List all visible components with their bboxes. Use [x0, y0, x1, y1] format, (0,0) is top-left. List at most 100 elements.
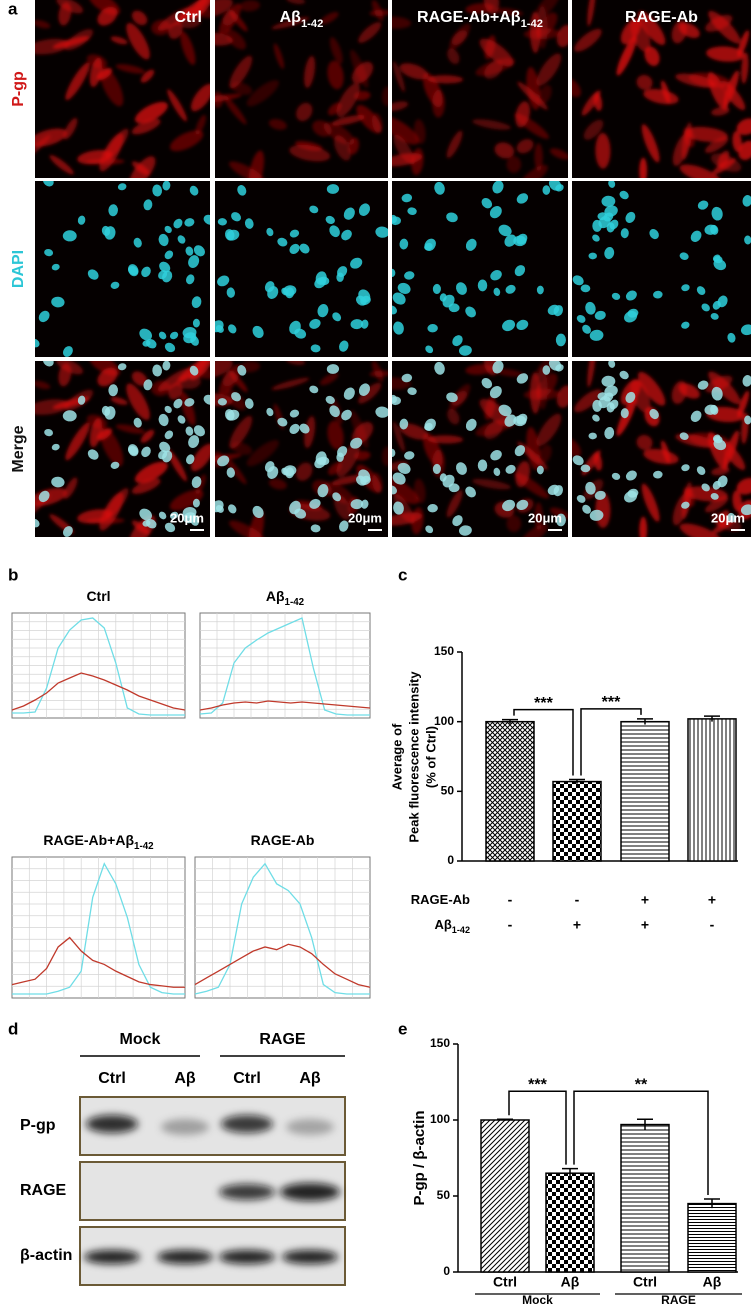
nucleus	[142, 339, 151, 347]
nucleus	[742, 195, 751, 207]
cell	[134, 461, 168, 484]
cell	[248, 509, 265, 537]
nucleus	[332, 312, 342, 322]
nucleus	[555, 333, 566, 347]
cell	[465, 364, 495, 375]
nucleus	[266, 227, 274, 237]
nucleus	[649, 409, 659, 420]
nucleus	[289, 423, 300, 435]
column-label-sub: 1-42	[301, 18, 323, 30]
blot-lane: Ctrl	[98, 1070, 126, 1087]
x-tick-label: Ctrl	[633, 1274, 657, 1290]
nucleus	[589, 509, 604, 521]
nucleus	[712, 434, 721, 442]
scale-bar-label: 20μm	[170, 510, 204, 525]
cell	[327, 420, 344, 450]
nucleus	[477, 279, 488, 292]
cell	[732, 131, 742, 153]
cell	[295, 462, 313, 481]
image-bg	[392, 181, 568, 357]
cell	[372, 472, 383, 493]
cell	[736, 118, 751, 135]
cell	[358, 382, 382, 404]
nucleus	[397, 282, 411, 294]
nucleus	[231, 212, 241, 222]
nucleus	[619, 190, 629, 200]
cell	[129, 156, 156, 178]
cell	[587, 0, 596, 27]
column-label: RAGE-Ab+Aβ1-42	[417, 9, 543, 30]
cell	[484, 421, 503, 440]
cell	[449, 384, 471, 411]
nucleus	[679, 252, 689, 261]
cell	[721, 81, 746, 111]
nucleus	[158, 233, 169, 247]
nucleus	[310, 524, 321, 533]
nucleus	[712, 480, 721, 490]
y-tick-label: 50	[441, 784, 455, 798]
bar	[545, 1172, 595, 1273]
x-tick-label: Aβ	[703, 1274, 722, 1290]
cell	[215, 32, 233, 46]
cell	[636, 434, 653, 451]
condition-sign: +	[573, 917, 581, 933]
nucleus	[624, 310, 638, 323]
nucleus	[191, 296, 202, 309]
cell	[741, 52, 749, 84]
nucleus	[572, 455, 584, 466]
cell	[678, 383, 700, 399]
nucleus	[589, 329, 604, 341]
blot-lane: Ctrl	[233, 1070, 261, 1087]
nucleus	[38, 490, 50, 503]
cell	[506, 515, 522, 532]
cell	[303, 55, 316, 89]
chart-title-main: RAGE-Ab+Aβ	[43, 832, 134, 848]
cell	[63, 117, 78, 140]
nucleus	[358, 289, 371, 303]
cell	[641, 483, 660, 522]
nucleus	[244, 398, 254, 409]
nucleus	[360, 499, 369, 509]
cell	[268, 478, 287, 490]
nucleus	[299, 423, 310, 434]
cell	[35, 399, 70, 415]
cell	[191, 443, 210, 472]
blot-group: Mock	[120, 1031, 161, 1048]
nucleus	[516, 499, 529, 511]
nucleus	[309, 205, 319, 214]
nucleus	[625, 470, 637, 481]
y-tick-label: 150	[430, 1036, 450, 1050]
cell	[151, 380, 171, 396]
nucleus	[681, 501, 690, 509]
nucleus	[158, 331, 167, 340]
nucleus	[392, 268, 396, 277]
nucleus	[392, 216, 401, 226]
cell	[399, 63, 429, 80]
nucleus	[217, 275, 230, 287]
significance-bracket	[508, 1090, 567, 1165]
nucleus	[184, 218, 195, 227]
nucleus	[514, 265, 526, 277]
nucleus	[139, 508, 152, 521]
cell	[229, 415, 253, 449]
nucleus	[427, 324, 438, 333]
cell	[191, 83, 210, 112]
cell	[516, 139, 534, 154]
nucleus	[42, 361, 54, 367]
nucleus	[244, 218, 254, 229]
nucleus	[51, 296, 65, 308]
chart-title-main: Aβ	[266, 588, 285, 604]
panel-label: a	[8, 0, 18, 18]
cell	[65, 62, 90, 101]
cell	[231, 442, 253, 455]
nucleus	[226, 467, 236, 478]
nucleus	[696, 466, 706, 475]
cell	[537, 84, 552, 105]
cell	[639, 516, 648, 537]
nucleus	[744, 415, 751, 425]
nucleus	[606, 222, 615, 233]
error-bar	[562, 1167, 578, 1178]
nucleus	[594, 490, 606, 500]
cell	[348, 137, 360, 155]
cell	[620, 18, 641, 45]
